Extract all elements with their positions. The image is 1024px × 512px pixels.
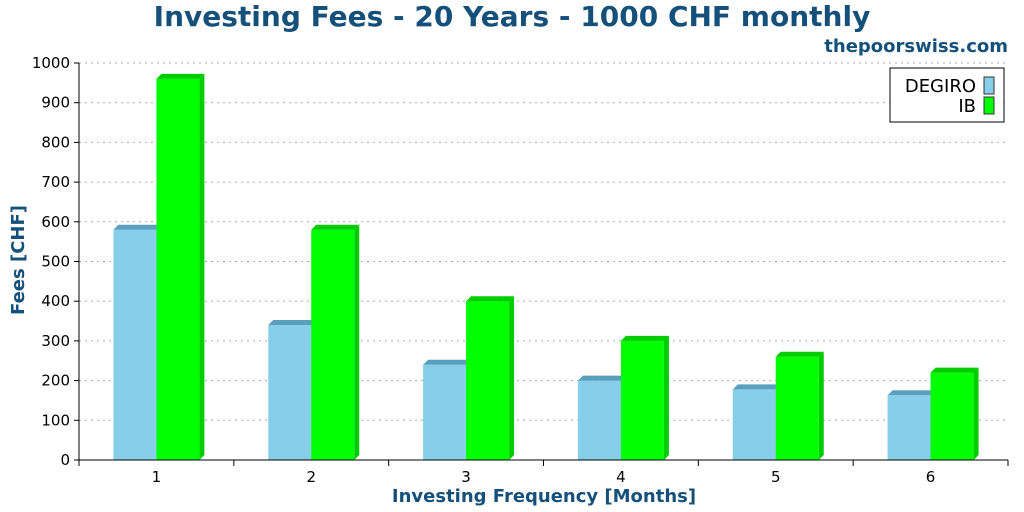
bar-degiro-4 xyxy=(577,375,626,460)
bar-front xyxy=(423,364,467,460)
bar-side xyxy=(354,224,360,460)
bar-ib-5 xyxy=(775,351,824,460)
bar-side xyxy=(509,296,515,460)
bar-front xyxy=(930,372,974,460)
bar-top xyxy=(311,224,360,230)
bar-front xyxy=(113,229,157,460)
x-tick-label: 2 xyxy=(306,468,316,486)
bar-ib-6 xyxy=(930,367,979,460)
bars xyxy=(113,73,979,460)
y-tick-label: 200 xyxy=(41,372,70,390)
bar-top xyxy=(423,359,472,365)
y-tick-label: 300 xyxy=(41,332,70,350)
bar-front xyxy=(887,395,931,460)
bar-ib-1 xyxy=(156,73,205,460)
bar-front xyxy=(268,325,312,460)
bar-front xyxy=(620,340,664,460)
chart-title: Investing Fees - 20 Years - 1000 CHF mon… xyxy=(154,0,871,33)
y-tick-label: 700 xyxy=(41,173,70,191)
y-tick-label: 100 xyxy=(41,411,70,429)
bar-side xyxy=(663,335,669,460)
bar-top xyxy=(466,296,515,302)
bar-top xyxy=(113,224,162,230)
bar-degiro-1 xyxy=(113,224,162,460)
bar-top xyxy=(620,335,669,341)
bar-top xyxy=(775,351,824,357)
x-tick-label: 6 xyxy=(926,468,936,486)
bar-front xyxy=(156,78,200,460)
axes: 0 100 200 300 400 500 600 700 800 900 1000 1 2 3 4 5 6 xyxy=(32,54,1009,486)
bar-ib-3 xyxy=(466,296,515,460)
y-tick-label: 800 xyxy=(41,133,70,151)
x-tick-label: 1 xyxy=(152,468,162,486)
bar-degiro-5 xyxy=(732,384,781,460)
bar-top xyxy=(268,320,317,326)
bar-front xyxy=(732,389,776,460)
y-tick-label: 900 xyxy=(41,94,70,112)
x-axis-label: Investing Frequency [Months] xyxy=(392,486,696,507)
watermark: thepoorswiss.com xyxy=(824,36,1008,57)
legend-swatch-degiro xyxy=(983,76,995,95)
legend-label-ib: IB xyxy=(958,96,976,117)
bar-front xyxy=(466,301,510,460)
y-tick-label: 0 xyxy=(60,451,70,469)
y-tick-label: 400 xyxy=(41,292,70,310)
bar-ib-4 xyxy=(620,335,669,460)
bar-side xyxy=(199,73,205,460)
y-axis-label: Fees [CHF] xyxy=(8,205,29,315)
y-tick-label: 500 xyxy=(41,253,70,271)
grid-lines xyxy=(79,62,1008,421)
legend-swatch-ib xyxy=(983,96,995,115)
bar-top xyxy=(930,367,979,373)
y-tick-label: 600 xyxy=(41,213,70,231)
bar-front xyxy=(577,380,621,460)
bar-degiro-2 xyxy=(268,320,317,460)
bar-degiro-6 xyxy=(887,390,936,460)
bar-front xyxy=(775,356,819,460)
bar-side xyxy=(973,367,979,460)
bar-top xyxy=(156,73,205,79)
bar-top xyxy=(732,384,781,390)
bar-front xyxy=(311,229,355,460)
legend-label-degiro: DEGIRO xyxy=(905,76,976,97)
y-tick-label: 1000 xyxy=(32,54,70,72)
x-tick-label: 5 xyxy=(771,468,781,486)
x-tick-label: 4 xyxy=(616,468,626,486)
bar-top xyxy=(577,375,626,381)
bar-side xyxy=(818,351,824,460)
bar-ib-2 xyxy=(311,224,360,460)
x-tick-label: 3 xyxy=(461,468,471,486)
legend: DEGIRO IB xyxy=(889,67,1005,123)
bar-degiro-3 xyxy=(423,359,472,460)
bar-top xyxy=(887,390,936,396)
